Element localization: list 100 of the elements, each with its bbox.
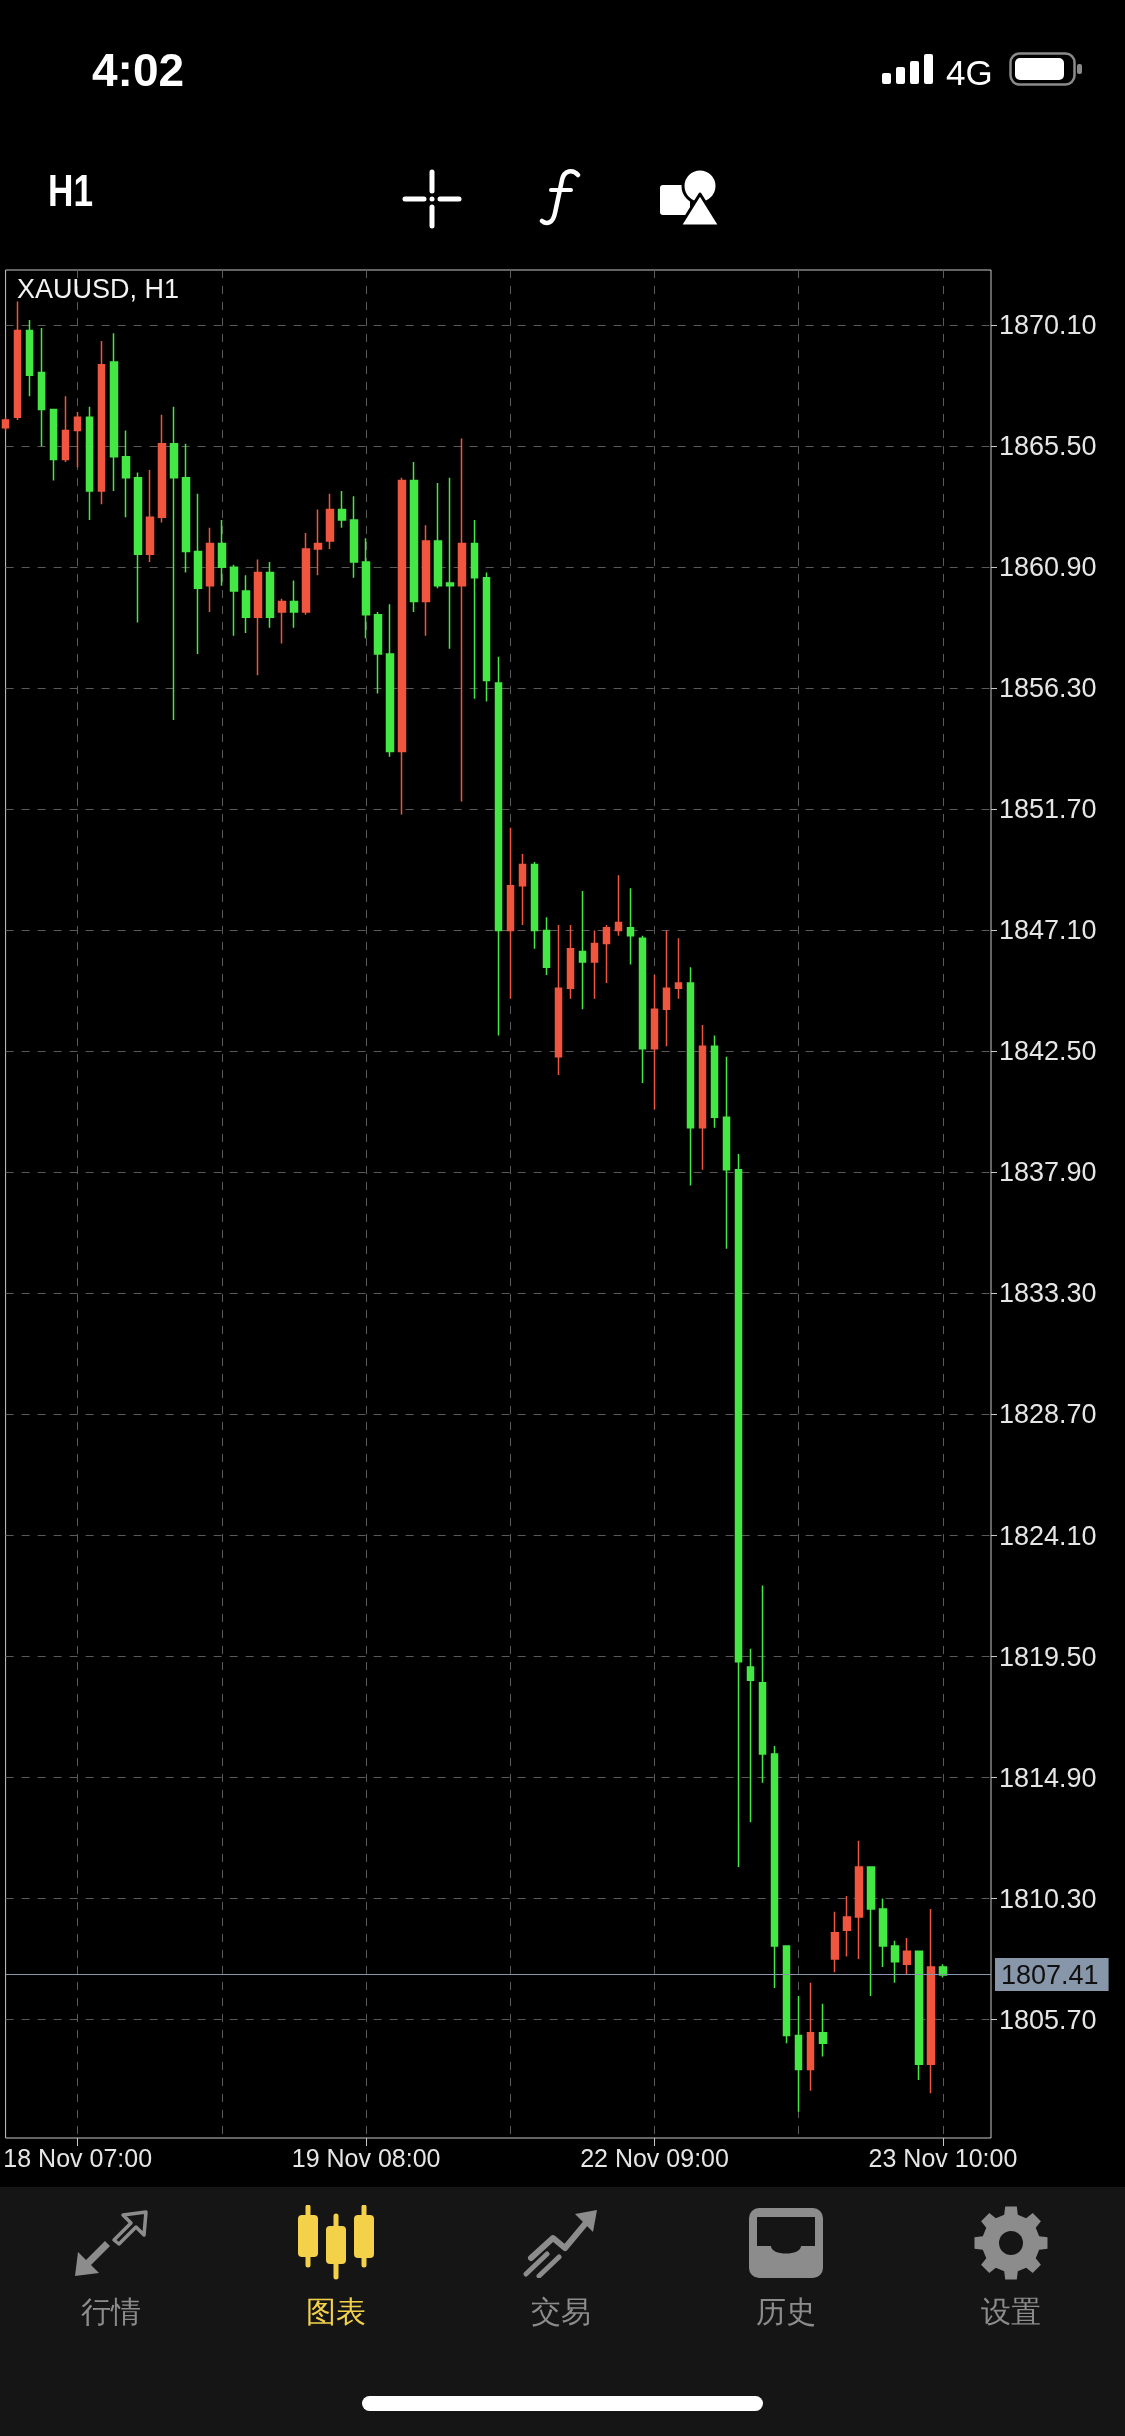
x-tick-label: 23 Nov 10:00 — [868, 2143, 1018, 2172]
candlestick — [746, 1647, 755, 1824]
candlestick — [277, 598, 287, 645]
candlestick — [614, 874, 623, 937]
candlestick — [241, 574, 251, 634]
candlestick — [73, 411, 82, 469]
candlestick — [914, 1950, 924, 2081]
candlestick — [385, 603, 395, 758]
candlestick — [830, 1910, 840, 1973]
candlestick — [566, 924, 575, 1000]
candlestick — [518, 853, 527, 926]
candlestick — [686, 966, 695, 1187]
text: 设置 — [980, 2294, 1042, 2330]
ref-line-label: 1807.41 — [1001, 1959, 1099, 1990]
x-tick-label: 19 Nov 08:00 — [291, 2143, 441, 2172]
candlestick — [734, 1153, 743, 1868]
candlestick — [313, 508, 323, 576]
candlestick — [530, 861, 539, 950]
text: 历史 — [755, 2294, 817, 2330]
y-tick-label: 1814.90 — [999, 1762, 1097, 1793]
y-tick-label: 1805.70 — [999, 2004, 1097, 2035]
candlestick — [698, 1024, 707, 1171]
candlestick — [121, 429, 131, 519]
candlestick — [133, 471, 143, 624]
candlestick — [674, 937, 683, 1000]
candlestick — [794, 1995, 803, 2113]
candlestick — [638, 934, 647, 1084]
y-tick-label: 1828.70 — [999, 1399, 1097, 1430]
candlestick — [578, 890, 587, 1011]
candlestick — [722, 1055, 731, 1250]
y-tick-label: 1833.30 — [999, 1278, 1097, 1309]
candlestick — [13, 300, 22, 421]
candlestick — [806, 1982, 815, 2092]
candlestick — [878, 1897, 888, 1968]
text: 行情 — [80, 2294, 142, 2330]
y-tick-label: 1856.30 — [999, 673, 1097, 704]
candlestick — [782, 1945, 791, 2045]
candlestick — [289, 579, 299, 629]
candlestick — [301, 532, 311, 616]
candlestick — [25, 319, 34, 398]
text: 交易 — [530, 2294, 592, 2330]
candlestick — [145, 469, 155, 563]
candlestick — [902, 1937, 912, 1976]
y-tick-label: 1810.30 — [999, 1883, 1097, 1914]
candlestick — [157, 413, 167, 524]
candlestick — [85, 406, 94, 521]
candlestick — [49, 408, 58, 482]
candlestick — [554, 924, 563, 1076]
candlestick — [361, 537, 371, 640]
candlestick — [373, 611, 383, 695]
candlestick — [890, 1939, 900, 1984]
y-tick-label: 1847.10 — [999, 915, 1097, 946]
candlestick — [421, 524, 431, 637]
candlestick — [626, 887, 635, 966]
candlestick — [445, 477, 455, 650]
candlestick — [506, 827, 515, 1000]
candlestick — [818, 2003, 828, 2058]
y-tick-label: 1870.10 — [999, 310, 1097, 341]
candlestick — [181, 442, 191, 574]
candlestick — [337, 490, 347, 529]
candlestick — [253, 558, 263, 676]
candlestick — [542, 916, 551, 976]
candlestick — [193, 492, 203, 655]
y-tick-label: 1865.50 — [999, 431, 1097, 462]
candlestick — [397, 477, 407, 816]
text: 图表 — [305, 2294, 367, 2330]
candlestick — [205, 527, 215, 613]
candlestick — [770, 1745, 779, 1989]
candlestick — [602, 924, 611, 984]
candlestick — [325, 492, 335, 550]
y-tick-label: 1851.70 — [999, 794, 1097, 825]
candlestick — [926, 1908, 936, 2095]
candlestick — [169, 406, 179, 721]
candlestick — [349, 495, 359, 579]
candlestick — [842, 1895, 852, 1958]
y-tick-label: 1842.50 — [999, 1036, 1097, 1067]
x-tick-label: 22 Nov 09:00 — [580, 2143, 729, 2172]
candlestick — [470, 519, 479, 700]
candlestick — [758, 1584, 767, 1784]
candlestick — [1, 416, 10, 432]
candlestick — [866, 1866, 876, 1997]
y-tick-label: 1824.10 — [999, 1520, 1097, 1551]
candlestick — [217, 519, 227, 587]
text: 4:02 — [92, 44, 185, 96]
candlestick — [229, 563, 239, 637]
y-tick-label: 1819.50 — [999, 1641, 1097, 1672]
candlestick — [854, 1839, 864, 1960]
candlestick — [433, 482, 443, 590]
text: H1 — [48, 166, 93, 215]
candlestick — [662, 929, 671, 1047]
candlestick — [61, 395, 70, 463]
candlestick — [457, 437, 467, 803]
candlestick — [37, 327, 46, 448]
y-tick-label: 1860.90 — [999, 552, 1097, 583]
candlestick — [482, 571, 491, 703]
candlestick — [710, 1034, 719, 1129]
candlestick — [590, 929, 599, 1000]
candlestick — [109, 332, 119, 492]
candlestick — [97, 340, 106, 505]
y-tick-label: 1837.90 — [999, 1157, 1097, 1188]
